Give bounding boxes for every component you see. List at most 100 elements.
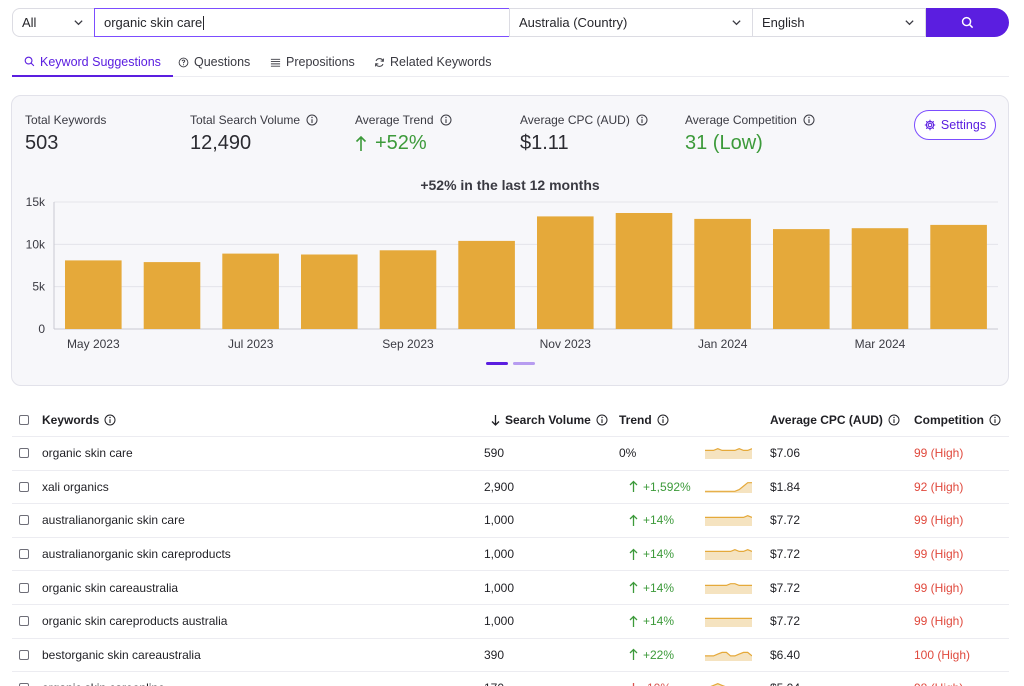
stat-value: 12,490	[190, 132, 252, 154]
row-checkbox[interactable]	[19, 481, 29, 492]
info-icon[interactable]	[888, 414, 900, 426]
trend-sparkline	[705, 571, 752, 604]
tab-prepositions[interactable]: Prepositions	[270, 48, 355, 76]
table-row[interactable]: organic skin care products australia 1,0…	[12, 605, 1009, 639]
search-volume-bar-chart: 0 5k 10k 15k May 2023 Jul 2023 Sep 2023 Nov 202…	[26, 195, 998, 351]
stat-total-search-volume: Total Search Volume 12,490	[190, 113, 318, 155]
trend-value: -10%	[643, 681, 671, 686]
carousel-dot-active[interactable]	[486, 362, 508, 365]
keyword-segment: organic skin care	[94, 513, 185, 528]
x-tick-label: Jul 2023	[228, 337, 274, 351]
arrow-up-icon	[629, 648, 638, 661]
keyword-cell[interactable]: australian organic skin care products	[42, 538, 231, 571]
settings-button[interactable]: Settings	[914, 110, 996, 140]
keyword-segment: products australia	[132, 614, 228, 629]
keyword-cell[interactable]: organic skin care	[42, 437, 133, 470]
keyword-cell[interactable]: xali organics	[42, 471, 109, 504]
country-select[interactable]: Australia (Country)	[509, 8, 753, 37]
sparkline-chart	[705, 582, 752, 594]
table-row[interactable]: organic skin care australia 1,000 +14% $…	[12, 571, 1009, 605]
header-competition[interactable]: Competition	[914, 403, 1001, 436]
table-row[interactable]: organic skin care 590 0% $7.06 99 (High)	[12, 437, 1009, 471]
info-icon[interactable]	[440, 114, 452, 126]
chevron-down-icon	[74, 20, 83, 26]
stat-total-keywords: Total Keywords 503	[25, 113, 106, 155]
keyword-segment: best	[42, 647, 65, 662]
cpc-cell: $7.72	[770, 547, 801, 562]
trend-sparkline	[705, 437, 752, 470]
chart-bar[interactable]	[379, 250, 437, 329]
row-checkbox[interactable]	[19, 649, 29, 660]
keyword-cell[interactable]: organic skin care products australia	[42, 605, 227, 638]
chart-bar[interactable]	[458, 240, 515, 329]
keyword-cell[interactable]: organic skin care australia	[42, 571, 178, 604]
stat-value: $1.11	[520, 132, 569, 154]
trend-sparkline	[705, 605, 752, 638]
keyword-segment: australian	[42, 513, 95, 528]
header-average-cpc[interactable]: Average CPC (AUD)	[770, 403, 900, 436]
header-keywords[interactable]: Keywords	[42, 403, 116, 436]
table-row[interactable]: organic skin care online 170 -10% $5.04 …	[12, 672, 1009, 686]
header-search-volume[interactable]: Search Volume	[491, 403, 608, 436]
keyword-cell[interactable]: best organic skin care australia	[42, 639, 201, 672]
table-row[interactable]: best organic skin care australia 390 +22…	[12, 639, 1009, 673]
search-icon	[961, 16, 973, 29]
chart-bar[interactable]	[222, 253, 279, 329]
tab-label: Prepositions	[286, 55, 355, 69]
keyword-cell[interactable]: organic skin care online	[42, 672, 165, 686]
table-row[interactable]: xali organics 2,900 +1,592% $1.84 92 (Hi…	[12, 471, 1009, 505]
trend-sparkline	[705, 471, 752, 504]
row-checkbox[interactable]	[19, 616, 29, 627]
info-icon[interactable]	[657, 414, 669, 426]
country-select-value: Australia (Country)	[519, 15, 628, 30]
row-checkbox[interactable]	[19, 549, 29, 560]
competition-cell: 98 (High)	[914, 672, 963, 686]
tab-label: Questions	[194, 55, 251, 69]
language-select[interactable]: English	[752, 8, 926, 37]
row-checkbox[interactable]	[19, 582, 29, 593]
keyword-segment: organic skin care	[94, 547, 185, 562]
carousel-dot[interactable]	[513, 362, 535, 365]
info-icon[interactable]	[636, 114, 648, 126]
tab-related-keywords[interactable]: Related Keywords	[374, 48, 491, 76]
keyword-segment: australia	[155, 647, 201, 662]
info-icon[interactable]	[306, 114, 318, 126]
keyword-segment: organic skin care	[64, 647, 156, 662]
chart-bar[interactable]	[143, 262, 201, 329]
chart-bar[interactable]	[65, 260, 122, 329]
scope-select[interactable]: All	[12, 8, 95, 37]
chart-bar[interactable]	[615, 213, 673, 329]
search-input[interactable]: organic skin care	[94, 8, 510, 37]
question-circle-icon	[178, 57, 189, 67]
x-tick-label: Mar 2024	[855, 337, 906, 351]
chart-bar[interactable]	[851, 228, 909, 329]
row-checkbox[interactable]	[19, 448, 29, 459]
select-all-checkbox[interactable]	[19, 414, 29, 425]
trend-sparkline	[705, 538, 752, 571]
search-button[interactable]	[925, 8, 1009, 37]
header-trend[interactable]: Trend	[619, 403, 669, 436]
tab-questions[interactable]: Questions	[178, 48, 250, 76]
chart-bar[interactable]	[537, 216, 594, 329]
chart-bar[interactable]	[773, 229, 830, 329]
info-icon[interactable]	[803, 114, 815, 126]
info-icon[interactable]	[104, 414, 116, 426]
chart-bar[interactable]	[930, 224, 987, 329]
tab-label: Related Keywords	[390, 55, 492, 69]
row-checkbox[interactable]	[19, 683, 29, 686]
scope-select-value: All	[22, 15, 37, 30]
keyword-cell[interactable]: australian organic skin care	[42, 504, 185, 537]
chart-bar[interactable]	[301, 254, 358, 330]
table-row[interactable]: australian organic skin care products 1,…	[12, 538, 1009, 572]
info-icon[interactable]	[596, 414, 608, 426]
chevron-down-icon	[905, 20, 914, 26]
row-checkbox[interactable]	[19, 515, 29, 526]
trend-cell: +22%	[629, 639, 674, 672]
keyword-segment: australian	[42, 547, 95, 562]
info-icon[interactable]	[989, 414, 1001, 426]
table-row[interactable]: australian organic skin care 1,000 +14% …	[12, 504, 1009, 538]
arrow-up-icon	[629, 480, 638, 493]
tab-keyword-suggestions[interactable]: Keyword Suggestions	[12, 48, 173, 77]
chart-bar[interactable]	[694, 218, 751, 329]
tab-label: Keyword Suggestions	[40, 54, 161, 69]
